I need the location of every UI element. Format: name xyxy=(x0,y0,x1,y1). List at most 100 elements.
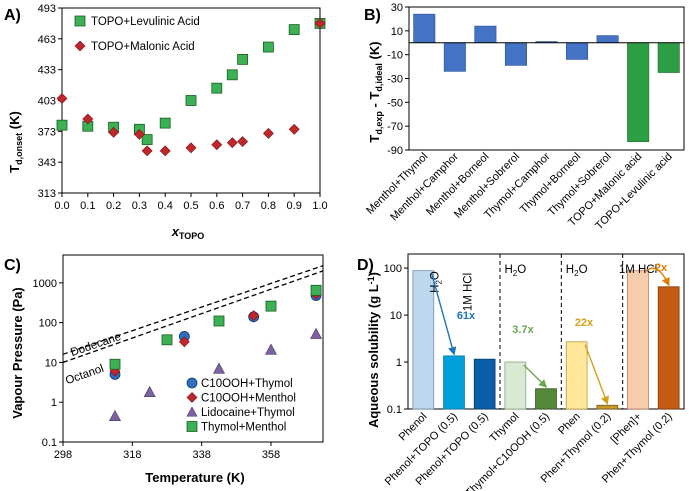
panel-b-y-axis-label: Td,exp - Td,ideal (K) xyxy=(367,41,384,142)
panel-c-point xyxy=(143,385,156,398)
panel-a-x-tick-label: 0.0 xyxy=(54,200,69,212)
panel-a-point-malonic xyxy=(237,136,249,148)
panel-a-x-tick-label: 0.8 xyxy=(261,200,276,212)
panel-c-y-axis-label: Vapour Pressure (Pa) xyxy=(10,287,25,419)
panel-a-y-axis-label: Td,onset (K) xyxy=(7,111,24,173)
panel-d-bar xyxy=(657,286,680,410)
panel-a-point-malonic xyxy=(211,139,223,151)
panel-a-y-tick-label: 373 xyxy=(38,126,56,138)
panel-a-legend-marker xyxy=(74,40,86,52)
panel-a-point-malonic xyxy=(288,123,300,135)
panel-a-x-tick-label: 0.9 xyxy=(287,200,302,212)
panel-c-legend-label: Thymol+Menthol xyxy=(201,422,286,434)
panel-a-point-malonic xyxy=(314,17,326,29)
panel-a-point-malonic xyxy=(108,126,120,138)
panel-c-y-tick-label: 10 xyxy=(45,357,57,369)
panel-a-point-malonic xyxy=(133,128,145,140)
panel-c-reference-line xyxy=(62,270,324,364)
panel-b-y-tick-label: -90 xyxy=(387,145,403,157)
panel-a-y-tick-label: 343 xyxy=(38,157,56,169)
panel-c-x-tick-label: 318 xyxy=(123,449,141,461)
panel-d: D) Aqueous solubility (g L-1) 0.1 1 10 100 P… xyxy=(357,253,685,491)
panel-a-point-malonic xyxy=(262,127,274,139)
panel-c-legend-marker xyxy=(186,421,198,432)
panel-c-point xyxy=(109,358,121,370)
panel-a-legend-label: TOPO+Levulinic Acid xyxy=(91,16,200,28)
panel-b-y-tick-label: 10 xyxy=(391,26,403,38)
panel-a-point-levulinic xyxy=(185,95,197,106)
panel-d-fold-arrow xyxy=(431,273,457,356)
panel-d-fold-label: 22x xyxy=(575,317,594,329)
panel-c-x-tick-label: 298 xyxy=(54,449,72,461)
panel-b-y-tick-label: -50 xyxy=(387,97,403,109)
panel-a-label: A) xyxy=(4,7,21,24)
panel-c-legend-marker xyxy=(186,392,198,403)
panel-c-label: C) xyxy=(4,257,21,274)
panel-b-bar xyxy=(627,42,650,142)
panel-a-y-tick-label: 463 xyxy=(38,34,56,46)
panel-a-y-tick-label: 403 xyxy=(38,96,56,108)
panel-b-bar xyxy=(474,25,497,44)
panel-c-legend-label: C10OOH+Menthol xyxy=(201,393,296,405)
panel-c-legend-label: C10OOH+Thymol xyxy=(201,378,293,390)
panel-a-x-tick-label: 0.1 xyxy=(80,200,95,212)
panel-c-point xyxy=(310,284,322,296)
panel-d-y-axis-label: Aqueous solubility (g L-1) xyxy=(366,272,381,428)
panel-b: B) Td,exp - Td,ideal (K) 30 10 -10 -30 -50 -7… xyxy=(364,2,685,232)
panel-a-x-tick-label: 1.0 xyxy=(312,200,327,212)
panel-d-fold-arrow xyxy=(645,267,670,287)
panel-b-bar xyxy=(504,42,527,66)
panel-d-condition-label: H2O xyxy=(504,264,526,278)
panel-a-point-malonic xyxy=(226,137,238,149)
panel-c-y-tick-label: 1000 xyxy=(33,278,57,290)
panel-d-y-tick-label: 100 xyxy=(384,263,402,275)
panel-c-reference-line xyxy=(62,265,324,355)
panel-d-bar xyxy=(627,270,649,410)
panel-a-point-malonic xyxy=(185,142,197,154)
panel-d-fold-arrow xyxy=(523,364,548,388)
panel-a-x-tick-label: 0.4 xyxy=(158,200,173,212)
panel-d-bar xyxy=(473,358,496,410)
panel-a-point-levulinic xyxy=(56,119,68,131)
panel-c-point xyxy=(265,300,277,312)
panel-d-bar xyxy=(412,270,435,410)
panel-c-x-tick-label: 358 xyxy=(262,449,280,461)
panel-b-bar xyxy=(443,42,466,72)
panel-a-x-tick-label: 0.2 xyxy=(106,200,121,212)
panel-a-point-malonic xyxy=(141,145,153,157)
panel-c-legend-marker xyxy=(186,406,198,417)
panel-b-y-tick-label: -70 xyxy=(387,121,403,133)
panel-a-legend-label: TOPO+Malonic Acid xyxy=(91,41,195,53)
panel-c-legend-label: Lidocaine+Thymol xyxy=(201,407,295,419)
panel-c-point xyxy=(310,327,323,339)
panel-d-category-label: Phen xyxy=(556,411,583,438)
panel-b-bar xyxy=(657,42,680,73)
panel-c-point xyxy=(213,315,225,327)
panel-c-point xyxy=(161,334,173,346)
panel-d-bar xyxy=(535,388,557,410)
panel-c-point xyxy=(108,409,122,421)
panel-a-x-tick-label: 0.7 xyxy=(235,200,250,212)
panel-a-point-levulinic xyxy=(141,134,153,145)
panel-a-point-levulinic xyxy=(226,69,238,81)
panel-d-fold-label: 3.7x xyxy=(512,324,534,336)
panel-c-line-label: Octanol xyxy=(64,363,105,387)
panel-a-point-malonic xyxy=(159,145,171,157)
panel-d-condition-label: H2O xyxy=(566,264,588,278)
panel-a-point-levulinic xyxy=(237,53,249,65)
panel-c-line-label: Dodecane xyxy=(69,331,123,359)
panel-b-label: B) xyxy=(364,7,381,24)
panel-b-y-tick-label: -10 xyxy=(387,50,403,62)
panel-c-point xyxy=(248,310,260,322)
panel-c-x-tick-label: 338 xyxy=(192,449,210,461)
panel-d-fold-arrow xyxy=(584,344,609,405)
panel-a-y-tick-label: 433 xyxy=(38,65,56,77)
panel-c-legend-marker xyxy=(186,377,198,389)
panel-a-point-levulinic xyxy=(159,117,171,129)
panel-d-y-tick-label: 10 xyxy=(390,310,402,322)
panel-d-condition-label: 1M HCl xyxy=(619,264,657,276)
panel-d-y-tick-label: 0.1 xyxy=(387,404,402,416)
panel-a-x-tick-label: 0.6 xyxy=(209,200,224,212)
panel-c-point xyxy=(264,343,278,355)
